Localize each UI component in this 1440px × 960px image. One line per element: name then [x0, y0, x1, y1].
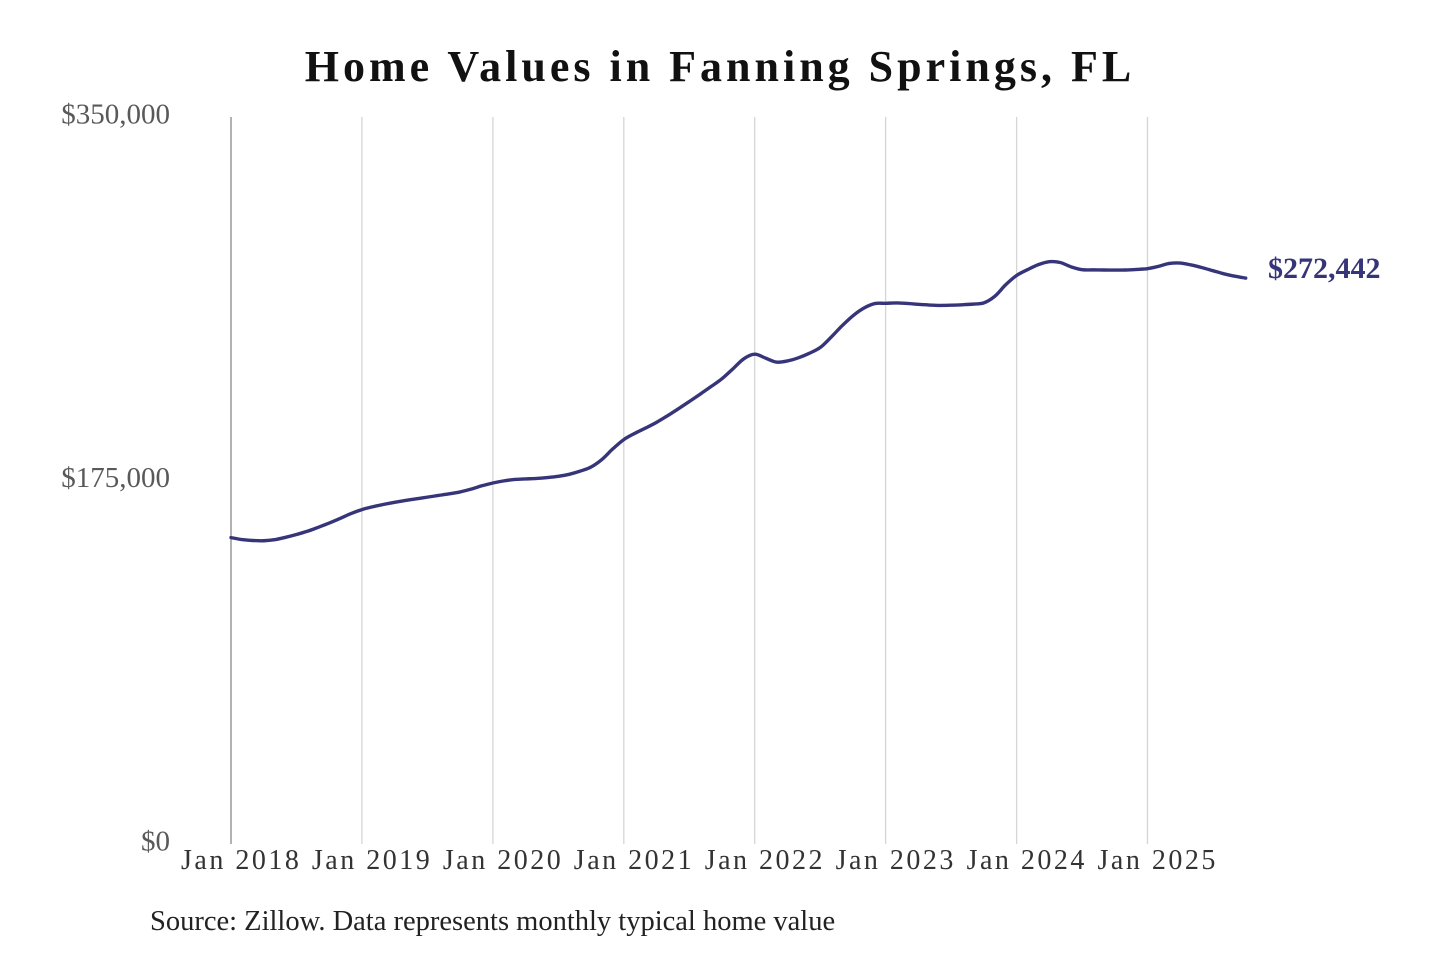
svg-text:Jan 2022: Jan 2022	[705, 845, 825, 876]
svg-text:Jan 2024: Jan 2024	[967, 845, 1087, 876]
svg-text:$0: $0	[141, 826, 170, 858]
svg-text:Jan 2025: Jan 2025	[1098, 845, 1218, 876]
svg-text:$175,000: $175,000	[61, 462, 170, 494]
svg-text:Jan 2019: Jan 2019	[312, 845, 432, 876]
svg-text:Jan 2018: Jan 2018	[181, 845, 301, 876]
svg-text:$350,000: $350,000	[61, 99, 170, 131]
svg-text:Jan 2023: Jan 2023	[836, 845, 956, 876]
svg-text:$272,442: $272,442	[1268, 252, 1381, 285]
svg-text:Jan 2020: Jan 2020	[443, 845, 563, 876]
svg-text:Jan 2021: Jan 2021	[574, 845, 694, 876]
